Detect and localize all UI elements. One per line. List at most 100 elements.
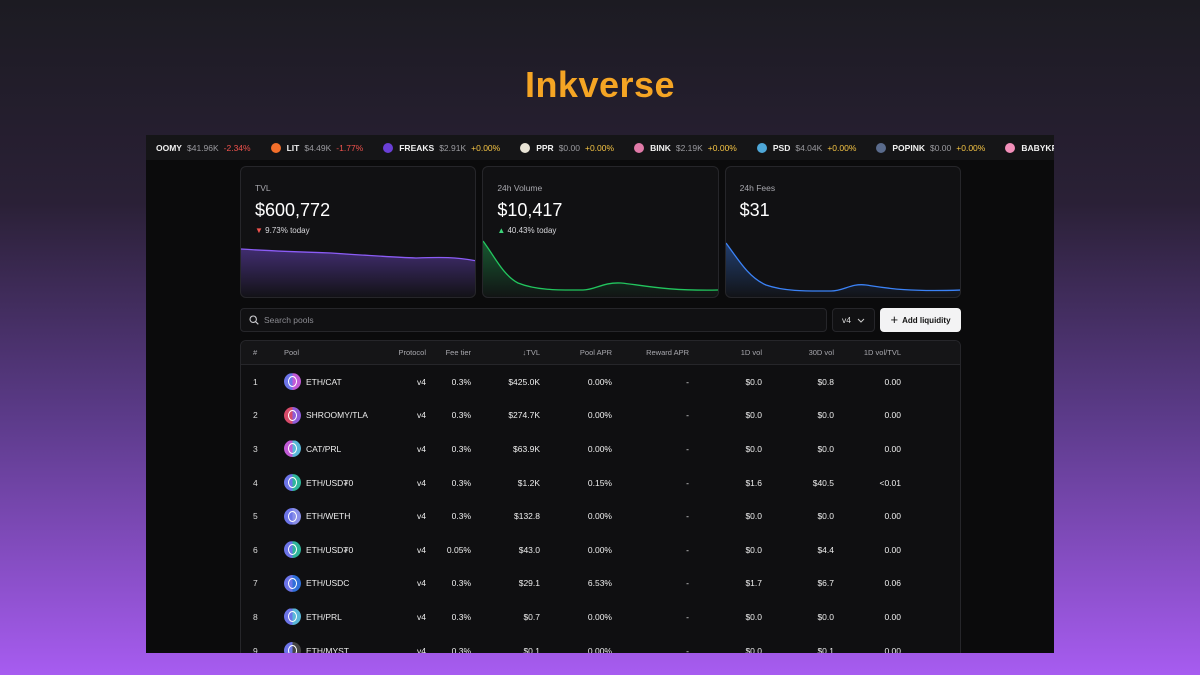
ticker-symbol: LIT: [286, 142, 300, 153]
ticker-symbol: BABYKRAKEN: [1021, 142, 1054, 153]
tvl-cell: $425.0K: [508, 376, 540, 387]
chevron-down-icon: [857, 318, 865, 323]
pools-table: # Pool Protocol Fee tier ↓TVL Pool APR R…: [240, 340, 961, 653]
ticker-item[interactable]: LIT $4.49K -1.77%: [270, 142, 363, 153]
ticker-price: $0.00: [558, 142, 580, 153]
vol-1d-cell: $0.0: [745, 376, 762, 387]
protocol-cell: v4: [417, 578, 426, 589]
vol-tvl-cell: 0.00: [884, 443, 901, 454]
vol-tvl-cell: 0.00: [884, 511, 901, 522]
col-pool[interactable]: Pool: [284, 348, 300, 357]
token-icon: [756, 142, 767, 153]
col-pool-apr[interactable]: Pool APR: [579, 348, 612, 357]
tvl-change-text: 9.73% today: [265, 226, 310, 235]
col-protocol[interactable]: Protocol: [398, 348, 426, 357]
table-row[interactable]: 7 ETH/USDC v4 0.3% $29.1 6.53% - $1.7 $6.7 0.06: [241, 567, 960, 601]
tvl-label: TVL: [255, 183, 271, 193]
reward-apr-cell: -: [686, 578, 689, 589]
fees-value: $31: [739, 200, 770, 220]
vol-1d-cell: $1.7: [745, 578, 762, 589]
add-liquidity-label: Add liquidity: [902, 315, 951, 325]
pool-cell: ETH/PRL: [269, 608, 376, 626]
col-tvl-sort[interactable]: ↓TVL: [522, 348, 540, 357]
col-fee-tier[interactable]: Fee tier: [445, 348, 471, 357]
version-select[interactable]: v4: [832, 308, 875, 332]
ticker-item[interactable]: FREAKS $2.91K +0.00%: [383, 142, 500, 153]
ticker-symbol: POPINK: [892, 142, 925, 153]
add-liquidity-button[interactable]: + Add liquidity: [880, 308, 961, 332]
ticker-symbol: PSD: [772, 142, 791, 153]
tvl-card: TVL $600,772 ▼ 9.73% today: [240, 166, 477, 298]
vol-30d-cell: $6.7: [817, 578, 834, 589]
table-row[interactable]: 9 ETH/MYST v4 0.3% $0.1 0.00% - $0.0 $0.1 0.00: [241, 634, 960, 653]
tvl-cell: $0.1: [523, 645, 540, 653]
tvl-cell: $0.7: [523, 611, 540, 622]
search-box[interactable]: [240, 308, 827, 332]
vol-1d-cell: $0.0: [745, 410, 762, 421]
reward-apr-cell: -: [686, 645, 689, 653]
volume-card: 24h Volume $10,417 ▲ 40.43% today: [482, 166, 719, 298]
col-reward-apr[interactable]: Reward APR: [646, 348, 689, 357]
pool-pair-icon: [284, 406, 301, 424]
vol-1d-cell: $0.0: [745, 645, 762, 653]
table-body: 1 ETH/CAT v4 0.3% $425.0K 0.00% - $0.0 $0.8 0.00 2…: [241, 365, 960, 653]
token-icon: [1005, 142, 1016, 153]
fees-card: 24h Fees $31: [724, 166, 961, 298]
reward-apr-cell: -: [686, 376, 689, 387]
ticker-item[interactable]: BABYKRAKEN: [1005, 142, 1054, 153]
vol-tvl-cell: 0.06: [884, 578, 901, 589]
ticker-item[interactable]: BINK $2.19K +0.00%: [634, 142, 737, 153]
token-icon: [634, 142, 645, 153]
ticker-item[interactable]: PSD $4.04K +0.00%: [756, 142, 857, 153]
protocol-cell: v4: [417, 645, 426, 653]
search-input[interactable]: [264, 315, 564, 325]
ticker-change: -2.34%: [223, 142, 251, 153]
table-row[interactable]: 8 ETH/PRL v4 0.3% $0.7 0.00% - $0.0 $0.0 0.00: [241, 600, 960, 634]
pool-cell: ETH/USD₮0: [269, 541, 376, 559]
ticker-price: $2.91K: [439, 142, 467, 153]
version-select-value: v4: [842, 315, 851, 325]
vol-tvl-cell: 0.00: [884, 544, 901, 555]
col-30d-vol[interactable]: 30D vol: [808, 348, 834, 357]
vol-tvl-cell: 0.00: [884, 645, 901, 653]
ticker-item[interactable]: PPR $0.00 +0.00%: [520, 142, 614, 153]
table-row[interactable]: 6 ETH/USD₮0 v4 0.05% $43.0 0.00% - $0.0 $4.4 0.00: [241, 533, 960, 567]
ticker-item[interactable]: POPINK $0.00 +0.00%: [876, 142, 985, 153]
pool-name: ETH/MYST: [306, 645, 349, 653]
col-num: #: [253, 348, 258, 357]
protocol-cell: v4: [417, 376, 426, 387]
protocol-cell: v4: [417, 443, 426, 454]
ticker-symbol: FREAKS: [399, 142, 435, 153]
vol-1d-cell: $0.0: [745, 511, 762, 522]
vol-30d-cell: $0.1: [817, 645, 834, 653]
row-number: 2: [253, 410, 258, 421]
pool-pair-icon: [284, 474, 301, 492]
table-row[interactable]: 5 ETH/WETH v4 0.3% $132.8 0.00% - $0.0 $0.0 0.00: [241, 499, 960, 533]
vol-1d-cell: $0.0: [745, 611, 762, 622]
main-content: TVL $600,772 ▼ 9.73% today 24h Volume $1…: [240, 166, 961, 653]
ticker-item[interactable]: OOMY $41.96K -2.34%: [156, 143, 251, 153]
reward-apr-cell: -: [686, 611, 689, 622]
reward-apr-cell: -: [686, 410, 689, 421]
tvl-cell: $274.7K: [508, 410, 540, 421]
table-row[interactable]: 2 SHROOMY/TLA v4 0.3% $274.7K 0.00% - $0.0 $0.0 0…: [241, 399, 960, 433]
col-vol-tvl[interactable]: 1D vol/TVL: [863, 348, 901, 357]
row-number: 4: [253, 477, 258, 488]
arrow-down-icon: ▼: [255, 226, 263, 235]
pool-cell: ETH/USD₮0: [269, 474, 376, 492]
table-row[interactable]: 4 ETH/USD₮0 v4 0.3% $1.2K 0.15% - $1.6 $40.5 <0.0…: [241, 466, 960, 500]
ticker-change: +0.00%: [827, 142, 857, 153]
row-number: 8: [253, 611, 258, 622]
table-row[interactable]: 3 CAT/PRL v4 0.3% $63.9K 0.00% - $0.0 $0.0 0.00: [241, 432, 960, 466]
tvl-sparkline: [241, 248, 476, 297]
pool-pair-icon: [284, 507, 301, 525]
pool-name: SHROOMY/TLA: [306, 410, 368, 421]
pool-apr-cell: 0.00%: [587, 376, 612, 387]
table-row[interactable]: 1 ETH/CAT v4 0.3% $425.0K 0.00% - $0.0 $0.8 0.00: [241, 365, 960, 399]
search-icon: [249, 315, 259, 325]
col-1d-vol[interactable]: 1D vol: [740, 348, 762, 357]
volume-value: $10,417: [497, 200, 563, 220]
ticker-price: $4.49K: [304, 142, 332, 153]
pool-pair-icon: [284, 608, 301, 626]
vol-30d-cell: $0.0: [817, 611, 834, 622]
